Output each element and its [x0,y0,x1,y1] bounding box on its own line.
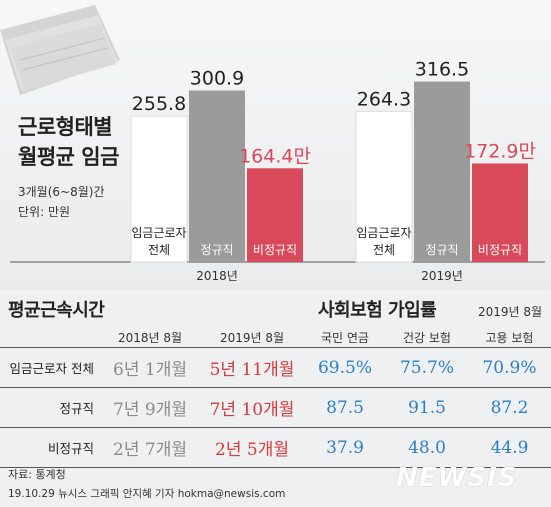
tenure-2019: 2년 5개월 [215,440,289,460]
health-rate: 75.7% [399,357,454,378]
pension-rate: 87.5 [326,397,364,418]
table-row: 비정규직 2년 7개월 2년 5개월 37.9 48.0 44.9 [0,427,551,468]
bar [472,163,528,262]
category-label: 임금근로자 [356,226,411,240]
health-rate: 48.0 [408,437,446,458]
source-note: 자료: 통계청 [8,468,66,481]
newsis-logo: NEWSIS [396,463,518,493]
category-label: 임금근로자 [131,226,186,240]
tenure-2018: 6년 1개월 [113,360,187,380]
col-employment: 고용 보험 [485,330,534,345]
period-note: 3개월(6~8월)간 [18,185,105,199]
bar [355,110,413,263]
bar [414,81,470,262]
value-label: 255.8 [132,93,186,115]
title-line-2: 월평균 임금 [18,145,119,169]
table-row: 정규직 7년 9개월 7년 10개월 87.5 91.5 87.2 [0,388,551,428]
category-label: 전체 [148,243,170,257]
tenure-2018: 2년 7개월 [113,440,187,460]
row-label: 정규직 [59,401,94,416]
employment-rate: 70.9% [482,357,537,378]
row-label: 비정규직 [47,441,94,456]
group-label: 2018년 [196,269,238,283]
chart-title: 근로형태별 월평균 임금 [18,112,119,172]
table-header-row: 2018년 8월 2019년 8월 국민 연금 건강 보험 고용 보험 [0,327,551,348]
group-label: 2019년 [421,269,463,283]
col-health: 건강 보험 [403,330,451,345]
col-2018: 2018년 8월 [117,330,183,345]
unit-note: 단위: 만원 [18,205,71,219]
pension-rate: 69.5% [317,357,372,378]
health-rate: 91.5 [408,397,446,418]
tenure-heading: 평균근속시간 [8,300,105,321]
tenure-2018: 7년 9개월 [113,400,187,420]
title-line-1: 근로형태별 [18,115,113,139]
tenure-2019: 7년 10개월 [209,400,295,420]
bar [189,90,245,262]
table-row: 임금근로자 전체 6년 1개월 5년 11개월 69.5% 75.7% 70.9… [0,347,551,388]
employment-rate: 44.9 [490,437,529,458]
insurance-heading: 사회보험 가입률 [318,300,437,321]
employment-rate: 87.2 [490,397,529,418]
category-label: 비정규직 [478,243,522,257]
category-label: 비정규직 [253,243,297,257]
value-label: 300.9 [190,67,244,89]
insurance-date: 2019년 8월 [478,305,543,319]
stats-table: 2018년 8월 2019년 8월 국민 연금 건강 보험 고용 보험 임금근로… [0,327,551,468]
bar [130,115,188,263]
value-label: 316.5 [415,59,469,81]
category-label: 정규직 [200,243,233,257]
credit-note: 19.10.29 뉴시스 그래픽 안지혜 기자 hokma@newsis.com [8,488,286,500]
money-stack-icon [0,5,120,95]
category-label: 정규직 [425,243,458,257]
col-pension: 국민 연금 [321,330,369,345]
value-label: 172.9만 [464,140,536,162]
value-label: 164.4만 [239,145,311,167]
value-label: 264.3 [357,88,411,110]
tenure-2019: 5년 11개월 [209,360,295,380]
bar [247,168,303,262]
pension-rate: 37.9 [326,437,364,458]
col-2019: 2019년 8월 [219,330,285,345]
category-label: 전체 [373,243,395,257]
row-label: 임금근로자 전체 [9,361,94,376]
